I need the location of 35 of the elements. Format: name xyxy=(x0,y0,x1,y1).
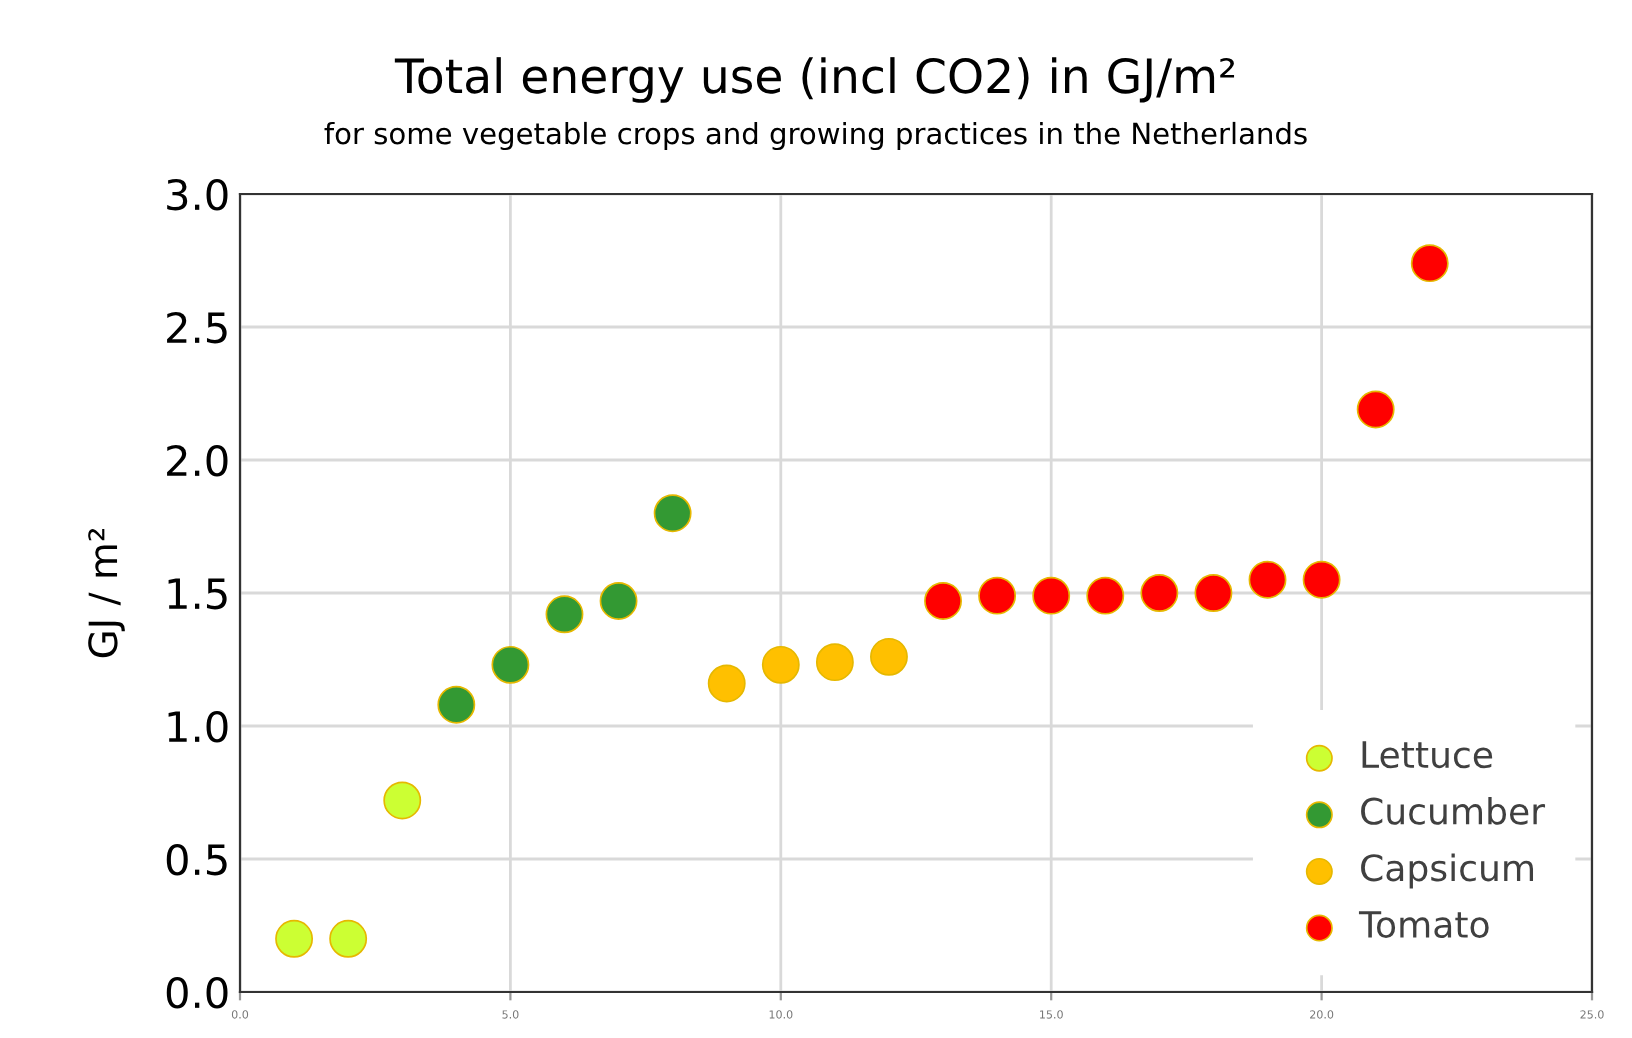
point xyxy=(1032,576,1071,615)
point xyxy=(1410,244,1449,283)
point xyxy=(275,919,314,958)
point xyxy=(653,494,692,533)
point xyxy=(707,664,746,703)
point xyxy=(1356,390,1395,429)
legend-label: Lettuce xyxy=(1362,741,1493,769)
y-tick-label: 1.5 xyxy=(168,578,227,610)
legend-label: Tomato xyxy=(1358,911,1489,939)
point xyxy=(761,645,800,684)
y-tick-label: 3.0 xyxy=(167,178,228,211)
point xyxy=(978,576,1017,615)
point xyxy=(1302,560,1341,599)
point xyxy=(924,582,962,620)
point xyxy=(545,595,584,634)
chart-subtitle: for some vegetable crops and growing practices in the Netherlands xyxy=(324,121,1307,151)
y-tick-label: 2.0 xyxy=(167,444,228,477)
y-tick-label: 1.0 xyxy=(168,710,228,743)
point xyxy=(383,781,422,820)
point xyxy=(1248,560,1287,599)
legend-label: Cucumber xyxy=(1361,796,1546,825)
point xyxy=(491,645,530,684)
y-axis-title: GJ / m² xyxy=(88,528,125,658)
chart-title: Total energy use (incl CO2) in GJ/m² xyxy=(394,57,1235,103)
point xyxy=(1086,576,1125,615)
point xyxy=(599,582,638,620)
point xyxy=(1140,574,1179,612)
point xyxy=(870,637,908,676)
point xyxy=(1194,574,1233,612)
y-tick-label: 2.5 xyxy=(167,311,227,344)
point xyxy=(437,685,476,724)
point xyxy=(329,919,368,958)
point xyxy=(815,643,854,682)
legend-label: Capsicum xyxy=(1361,853,1534,889)
y-tick-label: 0.5 xyxy=(166,843,227,876)
